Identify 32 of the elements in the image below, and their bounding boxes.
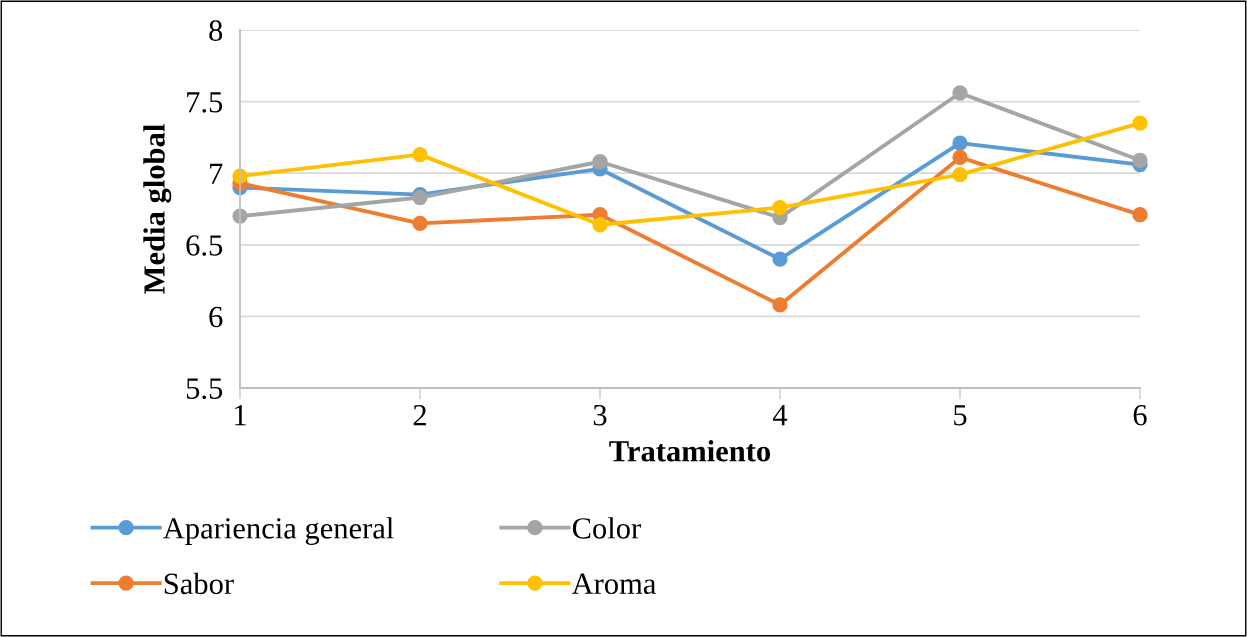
point	[952, 166, 968, 183]
point	[592, 217, 608, 233]
point	[772, 199, 788, 216]
y-axis-title: Media global	[143, 124, 172, 294]
point	[412, 215, 428, 231]
point	[1132, 115, 1148, 131]
legend-label: Apariencia general	[163, 517, 394, 545]
legend-label: Aroma	[571, 573, 657, 595]
y-tick-label: 6	[209, 306, 223, 328]
x-tick-label: 1	[235, 405, 246, 426]
point	[952, 149, 968, 166]
x-tick-label: 4	[772, 405, 788, 426]
x-axis-title: Tratamiento	[609, 440, 771, 462]
y-tick-label: 8	[209, 20, 223, 41]
point	[952, 135, 968, 151]
point	[772, 297, 788, 313]
y-tick-label: 6.5	[186, 235, 223, 256]
point	[592, 154, 608, 170]
x-tick-label: 6	[1133, 404, 1147, 426]
y-tick-label: 7	[210, 163, 223, 184]
x-tick-label: 5	[954, 405, 967, 426]
legend-label: Color	[572, 517, 641, 539]
x-tick-label: 3	[593, 404, 607, 426]
point	[952, 85, 968, 101]
y-tick-label: 7.5	[187, 92, 223, 113]
point	[1132, 207, 1148, 223]
x-tick-label: 2	[413, 404, 426, 426]
legend-label: Sabor	[164, 572, 234, 595]
point	[412, 146, 428, 163]
point	[772, 251, 788, 267]
point	[1132, 152, 1148, 168]
y-tick-label: 5.5	[186, 378, 223, 400]
